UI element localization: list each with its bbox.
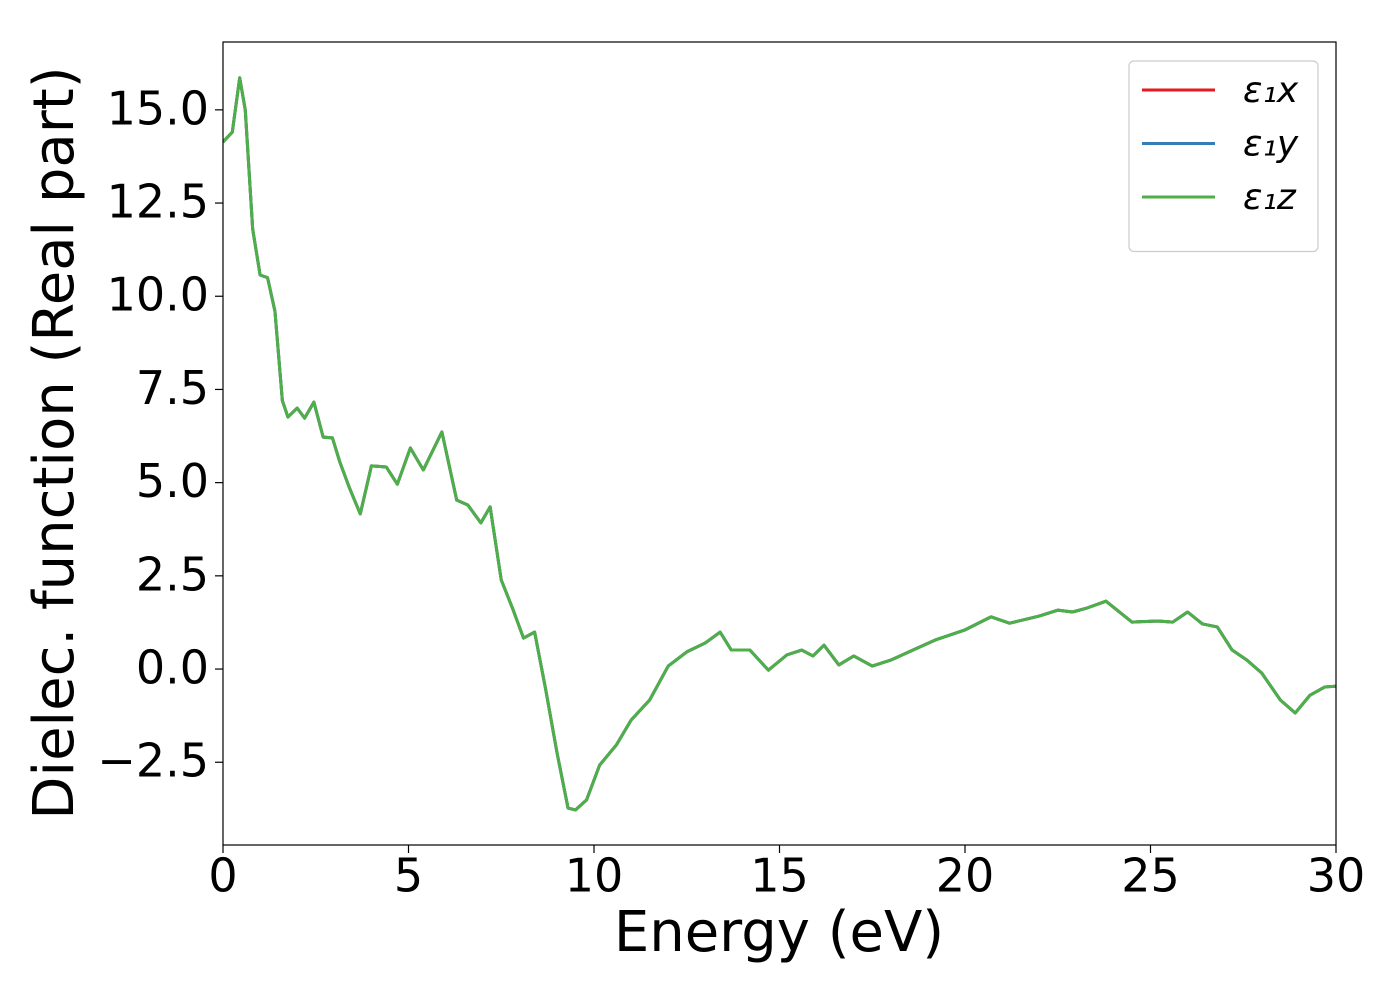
y-tick-label: 10.0 bbox=[107, 268, 209, 322]
y-tick-label: −2.5 bbox=[97, 734, 209, 788]
x-tick-label: 10 bbox=[565, 849, 624, 903]
x-axis-label: Energy (eV) bbox=[614, 900, 944, 965]
y-tick-label: 15.0 bbox=[107, 81, 209, 135]
x-tick-label: 15 bbox=[750, 849, 809, 903]
legend-label: ε₁z bbox=[1243, 177, 1297, 218]
y-tick-label: 2.5 bbox=[136, 547, 209, 601]
y-tick-label: 7.5 bbox=[136, 361, 209, 415]
x-tick-label: 30 bbox=[1307, 849, 1366, 903]
y-tick-label: 0.0 bbox=[136, 641, 209, 695]
x-tick-label: 25 bbox=[1121, 849, 1180, 903]
y-tick-label: 12.5 bbox=[107, 175, 209, 229]
x-tick-label: 0 bbox=[208, 849, 237, 903]
x-tick-label: 20 bbox=[936, 849, 995, 903]
legend-box bbox=[1128, 60, 1319, 253]
plot-area bbox=[223, 76, 1336, 812]
legend-label: ε₁x bbox=[1243, 70, 1299, 111]
x-tick-label: 5 bbox=[394, 849, 423, 903]
series-line bbox=[223, 76, 1336, 812]
y-tick-label: 5.0 bbox=[136, 454, 209, 508]
legend-label: ε₁y bbox=[1243, 124, 1299, 165]
y-axis-label: Dielec. function (Real part) bbox=[22, 66, 87, 819]
